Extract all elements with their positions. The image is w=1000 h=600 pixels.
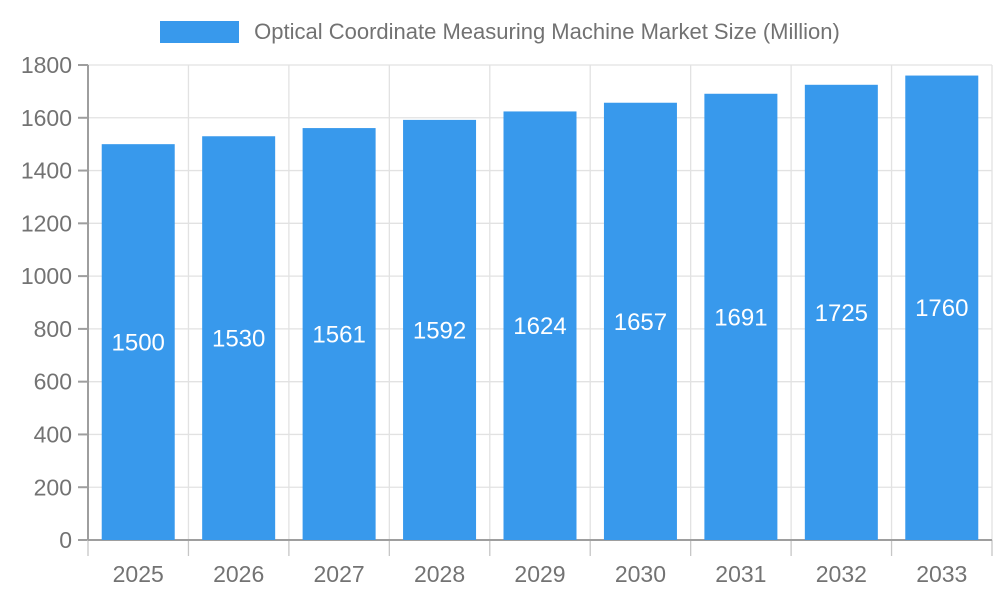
y-axis-label: 200 — [34, 474, 72, 500]
y-axis-label: 1000 — [21, 263, 72, 289]
x-axis-label: 2030 — [615, 561, 666, 587]
bar-2026[interactable] — [202, 136, 276, 540]
x-axis-label: 2026 — [213, 561, 264, 587]
y-axis-label: 1400 — [21, 158, 72, 184]
x-axis-label: 2033 — [916, 561, 967, 587]
bar-value-label: 1624 — [513, 313, 566, 340]
chart-legend[interactable]: Optical Coordinate Measuring Machine Mar… — [0, 19, 1000, 45]
bar-value-label: 1530 — [212, 326, 265, 353]
y-axis-label: 800 — [34, 316, 72, 342]
x-axis-label: 2031 — [715, 561, 766, 587]
bar-2028[interactable] — [403, 119, 477, 540]
bar-2032[interactable] — [804, 84, 878, 541]
legend-label: Optical Coordinate Measuring Machine Mar… — [254, 19, 840, 44]
bar-2027[interactable] — [302, 128, 376, 540]
bar-2029[interactable] — [503, 111, 577, 540]
bar-value-label: 1691 — [714, 304, 767, 331]
bar-value-label: 1500 — [112, 329, 165, 356]
y-axis-label: 1200 — [21, 210, 72, 236]
bar-2031[interactable] — [704, 93, 778, 540]
x-axis-label: 2032 — [816, 561, 867, 587]
x-axis-label: 2028 — [414, 561, 465, 587]
x-axis-label: 2029 — [514, 561, 565, 587]
bar-value-label: 1760 — [915, 295, 968, 322]
y-axis-label: 1600 — [21, 105, 72, 131]
bar-value-label: 1657 — [614, 309, 667, 336]
y-axis-label: 600 — [34, 369, 72, 395]
x-axis-label: 2027 — [314, 561, 365, 587]
y-axis-label: 1800 — [21, 52, 72, 78]
bar-2030[interactable] — [603, 102, 677, 540]
bar-value-label: 1592 — [413, 317, 466, 344]
x-axis-label: 2025 — [113, 561, 164, 587]
y-axis-label: 400 — [34, 421, 72, 447]
y-axis-label: 0 — [59, 527, 72, 553]
legend-swatch[interactable] — [160, 21, 240, 43]
bar-value-label: 1561 — [312, 321, 365, 348]
bar-value-label: 1725 — [815, 300, 868, 327]
bar-2033[interactable] — [905, 75, 979, 541]
bar-2025[interactable] — [101, 144, 175, 540]
